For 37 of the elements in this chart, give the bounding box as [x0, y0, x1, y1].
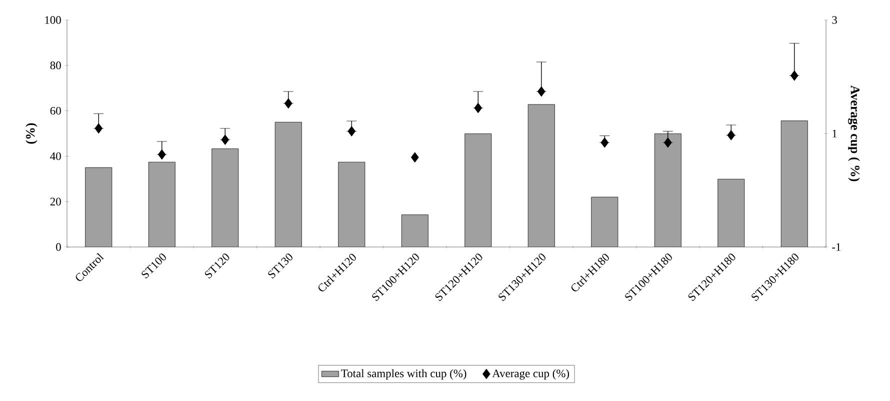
y-tick-label: 100 [45, 16, 61, 24]
legend-label: Total samples with cup (%) [341, 369, 466, 380]
point [537, 86, 546, 97]
bar [401, 214, 428, 247]
y-tick-label: 40 [50, 152, 61, 160]
y-tick-label: 60 [50, 106, 61, 115]
bar [85, 167, 112, 247]
y-axis-title: (%) [26, 123, 38, 144]
bar [718, 178, 745, 247]
legend-label: Average cup (%) [492, 369, 570, 380]
bar [528, 104, 555, 247]
bar [338, 162, 366, 247]
y2-axis-title: Average cup ( %) [848, 85, 860, 182]
bar [148, 162, 176, 247]
bar [780, 120, 808, 247]
point [158, 149, 166, 160]
point [284, 98, 292, 109]
point [790, 70, 798, 81]
point [94, 123, 103, 134]
point [410, 152, 419, 163]
y2-tick-label: 3 [832, 16, 837, 24]
bar [212, 148, 239, 247]
point [600, 137, 609, 148]
point [664, 137, 672, 148]
bar [654, 134, 682, 247]
point [348, 126, 356, 136]
bar [274, 122, 302, 247]
bar [591, 196, 618, 247]
point [727, 130, 736, 140]
bar [464, 134, 492, 247]
y2-tick-label: -1 [832, 243, 840, 251]
y2-tick-label: 1 [832, 130, 837, 138]
point [474, 102, 482, 114]
y-tick-label: 20 [50, 198, 61, 206]
y-tick-label: 0 [56, 243, 61, 251]
point [221, 134, 230, 145]
y-tick-label: 80 [50, 62, 61, 70]
